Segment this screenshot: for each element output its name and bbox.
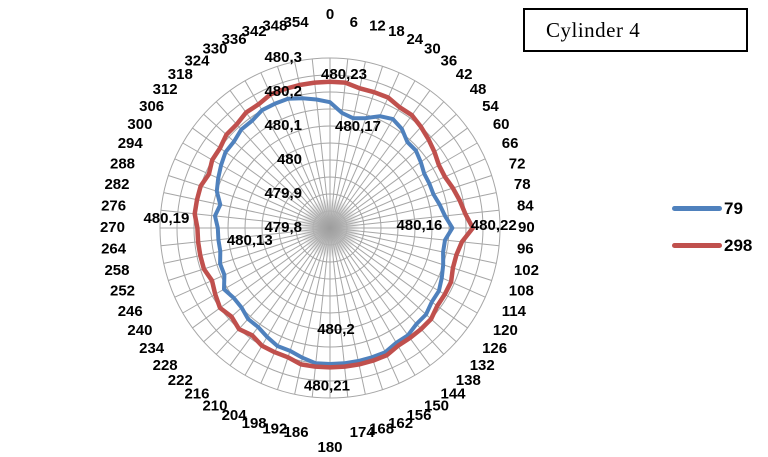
axis-tick-label: 479,8 <box>264 219 302 236</box>
legend-swatch-79 <box>672 206 722 211</box>
category-label-258: 258 <box>104 262 129 279</box>
category-label-12: 12 <box>369 17 386 34</box>
series-line-298[interactable] <box>192 79 476 370</box>
category-label-204: 204 <box>222 407 248 424</box>
category-label-264: 264 <box>101 241 127 258</box>
axis-tick-label: 480,3 <box>264 49 302 66</box>
category-label-72: 72 <box>509 155 526 172</box>
category-label-228: 228 <box>153 357 178 374</box>
category-label-300: 300 <box>127 116 152 133</box>
category-label-216: 216 <box>184 386 209 403</box>
category-label-24: 24 <box>406 31 423 48</box>
category-label-6: 6 <box>350 14 358 31</box>
axis-tick-label: 480,2 <box>264 83 302 100</box>
category-label-30: 30 <box>424 41 441 58</box>
category-label-252: 252 <box>110 283 135 300</box>
category-label-138: 138 <box>456 372 481 389</box>
data-label-298-90: 480,22 <box>471 217 517 234</box>
category-label-276: 276 <box>101 197 126 214</box>
data-label-79-0: 480,17 <box>335 118 381 135</box>
category-label-0: 0 <box>326 6 334 23</box>
axis-tick-label: 480,1 <box>264 117 302 134</box>
legend-item-298[interactable]: 298 <box>662 227 766 264</box>
category-label-210: 210 <box>202 397 227 414</box>
category-label-78: 78 <box>514 176 531 193</box>
data-label-79-180: 480,2 <box>317 321 355 338</box>
chart-title: Cylinder 4 <box>546 17 641 42</box>
legend-label-298: 298 <box>724 236 753 255</box>
category-label-36: 36 <box>441 52 458 69</box>
category-label-186: 186 <box>284 424 309 441</box>
category-label-90: 90 <box>518 219 535 236</box>
category-label-282: 282 <box>104 176 129 193</box>
category-label-162: 162 <box>388 415 413 432</box>
category-label-168: 168 <box>369 420 394 437</box>
axis-tick-label: 479,9 <box>264 185 302 202</box>
category-label-174: 174 <box>350 424 376 441</box>
category-label-294: 294 <box>118 135 144 152</box>
data-label-298-0: 480,23 <box>321 66 367 83</box>
category-label-114: 114 <box>502 303 527 320</box>
category-label-102: 102 <box>514 262 539 279</box>
chart-title-box[interactable]: Cylinder 4 <box>523 8 748 52</box>
category-label-126: 126 <box>482 340 507 357</box>
category-label-198: 198 <box>242 415 267 432</box>
series-line-79[interactable] <box>213 96 455 366</box>
category-label-54: 54 <box>482 98 499 115</box>
category-label-150: 150 <box>424 397 449 414</box>
category-label-354: 354 <box>284 14 310 31</box>
category-label-234: 234 <box>139 340 165 357</box>
legend-swatch-298 <box>672 243 722 248</box>
category-label-180: 180 <box>317 439 342 456</box>
category-label-330: 330 <box>202 41 227 58</box>
category-label-18: 18 <box>388 23 405 40</box>
category-label-318: 318 <box>168 66 193 83</box>
category-label-108: 108 <box>509 283 534 300</box>
category-label-96: 96 <box>517 241 534 258</box>
category-label-192: 192 <box>262 420 287 437</box>
data-label-79-270: 480,13 <box>227 232 273 249</box>
legend-item-79[interactable]: 79 <box>662 190 766 227</box>
category-label-222: 222 <box>168 372 193 389</box>
category-label-42: 42 <box>456 66 473 83</box>
category-label-324: 324 <box>184 52 210 69</box>
legend: 79 298 <box>662 190 766 264</box>
category-label-144: 144 <box>441 386 467 403</box>
category-label-288: 288 <box>110 155 135 172</box>
category-label-132: 132 <box>470 357 495 374</box>
data-label-79-90: 480,16 <box>396 217 442 234</box>
data-label-298-270: 480,19 <box>143 210 189 227</box>
category-label-348: 348 <box>262 17 287 34</box>
category-label-48: 48 <box>470 81 487 98</box>
category-label-66: 66 <box>502 135 519 152</box>
category-label-84: 84 <box>517 197 534 214</box>
category-label-60: 60 <box>493 116 510 133</box>
category-label-270: 270 <box>100 219 125 236</box>
category-label-336: 336 <box>222 31 247 48</box>
category-label-156: 156 <box>406 407 431 424</box>
spoke-convergence-blob <box>300 198 360 258</box>
axis-tick-label: 480 <box>277 151 302 168</box>
category-label-240: 240 <box>127 322 152 339</box>
legend-label-79: 79 <box>724 199 743 218</box>
category-label-246: 246 <box>118 303 143 320</box>
category-label-120: 120 <box>493 322 518 339</box>
data-label-298-180: 480,21 <box>304 377 350 394</box>
category-label-306: 306 <box>139 98 164 115</box>
category-label-312: 312 <box>153 81 178 98</box>
category-label-342: 342 <box>242 23 267 40</box>
